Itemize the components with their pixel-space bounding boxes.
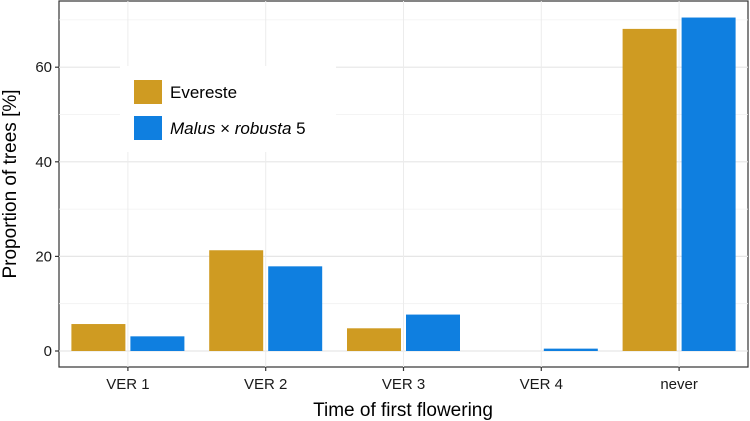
y-tick-label: 0 [44, 343, 52, 360]
legend-key-malus-robusta-5 [134, 116, 162, 140]
x-tick-label: VER 3 [382, 376, 425, 393]
y-tick-label: 20 [35, 248, 52, 265]
bar-malus-robusta-5-ver-3 [406, 314, 460, 351]
legend-label-evereste: Evereste [170, 83, 237, 102]
x-tick-label: VER 2 [244, 376, 287, 393]
bar-evereste-ver-1 [71, 324, 126, 351]
y-tick-label: 60 [35, 59, 52, 76]
x-axis: VER 1 VER 2 VER 3 VER 4 never [106, 367, 698, 393]
x-tick-label: VER 4 [520, 376, 563, 393]
bar-malus-robusta-5-ver-2 [268, 266, 323, 351]
x-tick-label: VER 1 [106, 376, 149, 393]
bar-malus-robusta-5-ver-1 [130, 336, 185, 351]
bar-malus-robusta-5-never [681, 17, 736, 351]
bar-evereste-ver-3 [347, 328, 401, 351]
y-tick-label: 40 [35, 154, 52, 171]
bar-malus-robusta-5-ver-4 [543, 348, 598, 351]
x-axis-title: Time of first flowering [313, 400, 493, 421]
y-axis: 0 20 40 60 [35, 59, 59, 360]
x-tick-label: never [660, 376, 698, 393]
bar-evereste-ver-2 [209, 250, 264, 351]
legend-key-evereste [134, 80, 162, 104]
bar-evereste-never [622, 28, 677, 352]
bars [71, 17, 736, 352]
legend: Evereste Malus × robusta 5 [120, 66, 336, 152]
y-axis-title: Proportion of trees [%] [0, 89, 21, 278]
legend-label-malus-robusta-5: Malus × robusta 5 [170, 119, 306, 138]
